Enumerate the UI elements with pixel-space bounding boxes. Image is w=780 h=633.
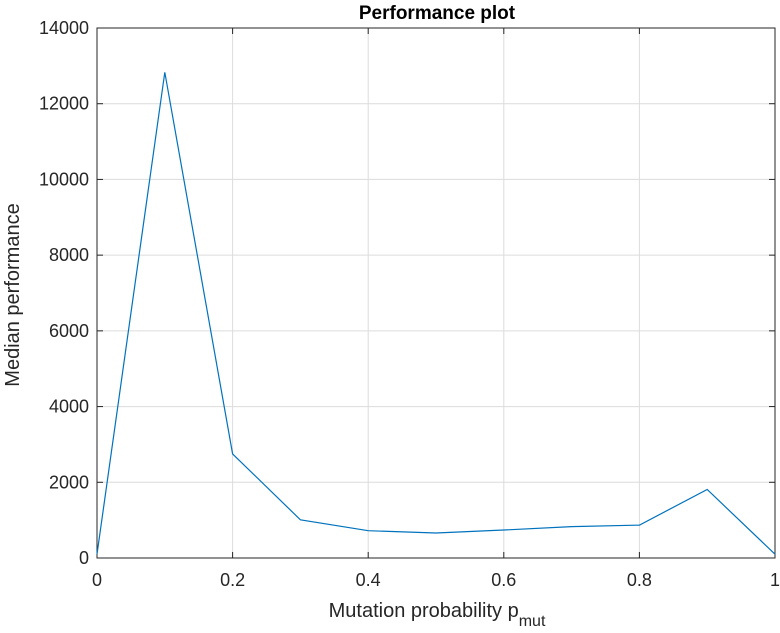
series-line — [96, 72, 776, 555]
x-tick-label: 1 — [770, 570, 780, 590]
x-tick-label: 0.4 — [356, 570, 381, 590]
y-tick-label: 6000 — [49, 321, 89, 341]
y-tick-label: 0 — [79, 548, 89, 568]
grid-lines — [96, 27, 776, 559]
x-tick-label: 0 — [92, 570, 102, 590]
x-tick-label: 0.6 — [491, 570, 516, 590]
x-tick-label: 0.2 — [220, 570, 245, 590]
x-tick-label: 0.8 — [627, 570, 652, 590]
x-axis-label-main: Mutation probability p — [329, 600, 519, 622]
y-tick-label: 2000 — [49, 472, 89, 492]
y-tick-label: 10000 — [39, 169, 89, 189]
series-layer — [96, 72, 776, 555]
y-tick-label: 14000 — [39, 18, 89, 38]
y-tick-labels: 0 2000 4000 6000 8000 10000 12000 14000 — [39, 18, 89, 568]
y-axis-label: Median performance — [2, 203, 24, 386]
chart-title: Performance plot — [359, 3, 516, 24]
x-tick-labels: 0 0.2 0.4 0.6 0.8 1 — [92, 570, 780, 590]
plot-frame — [96, 27, 776, 559]
x-axis-label-subscript: mut — [519, 613, 546, 630]
y-tick-label: 12000 — [39, 94, 89, 114]
plot-box — [96, 27, 776, 559]
y-tick-label: 4000 — [49, 397, 89, 417]
y-tick-label: 8000 — [49, 245, 89, 265]
x-axis-label: Mutation probability pmut — [329, 600, 546, 630]
